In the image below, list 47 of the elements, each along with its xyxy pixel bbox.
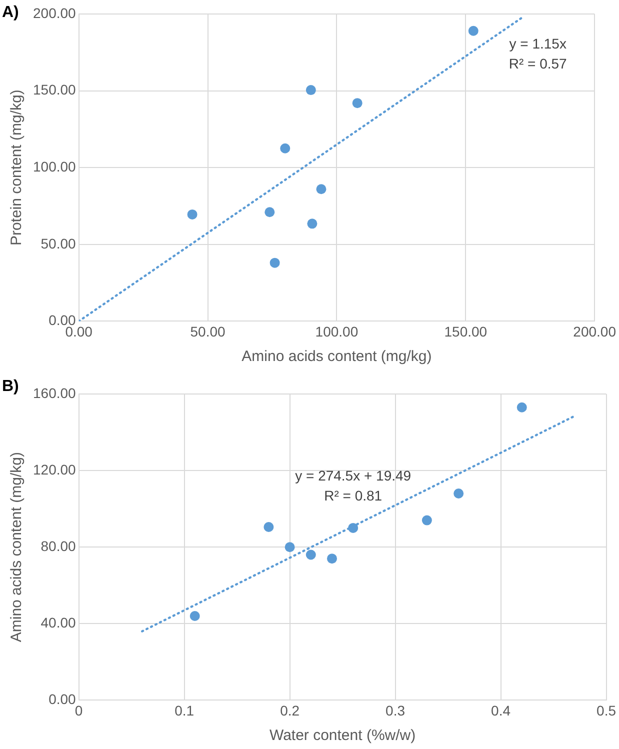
x-tick-label: 0.5 — [596, 702, 616, 718]
annotation: y = 274.5x + 19.49 — [295, 468, 412, 484]
point — [187, 209, 198, 220]
point — [352, 98, 362, 108]
point — [280, 143, 290, 154]
y-tick-label: 150.00 — [32, 82, 76, 98]
x-axis-title: Amino acids content (mg/kg) — [242, 348, 432, 366]
point — [190, 610, 200, 621]
x-tick-label: 0.3 — [386, 702, 406, 718]
x-tick-label: 0.2 — [280, 702, 300, 718]
point — [306, 85, 316, 96]
x-tick-label: 150.00 — [444, 323, 488, 340]
y-tick-label: 100.00 — [32, 158, 76, 174]
point — [316, 184, 326, 194]
point — [307, 218, 318, 229]
point — [454, 488, 464, 499]
y-tick-label: 200.00 — [32, 4, 76, 21]
y-tick-label: 50.00 — [40, 235, 76, 252]
y-tick-label: 80.00 — [40, 538, 76, 554]
chart-title: B) — [2, 378, 19, 396]
y-tick-label: 0.00 — [48, 691, 76, 708]
point — [264, 207, 275, 218]
point — [326, 554, 337, 564]
annotation: R² = 0.81 — [324, 488, 382, 504]
x-tick-label: 0.1 — [174, 702, 194, 718]
annotation: R² = 0.57 — [508, 56, 568, 72]
chart-title: A) — [2, 4, 19, 22]
x-tick-label: 50.00 — [190, 323, 226, 340]
y-tick-label: 120.00 — [32, 461, 76, 478]
y-axis-title: Protein content (mg/kg) — [8, 90, 26, 246]
x-axis-title: Water content (%w/w) — [269, 727, 416, 744]
point — [468, 26, 478, 36]
x-tick-label: 200.00 — [573, 323, 616, 340]
point — [306, 550, 316, 560]
y-axis-title: Amino acids content (mg/kg) — [8, 452, 26, 642]
x-tick-label: 100.00 — [315, 323, 358, 340]
point — [348, 522, 358, 533]
y-tick-label: 160.00 — [32, 384, 76, 401]
point — [264, 522, 274, 532]
x-tick-label: 0.4 — [491, 702, 511, 718]
point — [270, 258, 280, 268]
point — [516, 402, 527, 412]
point — [284, 542, 295, 552]
annotation: y = 1.15x — [509, 36, 566, 52]
y-tick-label: 40.00 — [40, 614, 76, 631]
x-tick-label: 0 — [74, 702, 83, 718]
point — [422, 515, 432, 526]
